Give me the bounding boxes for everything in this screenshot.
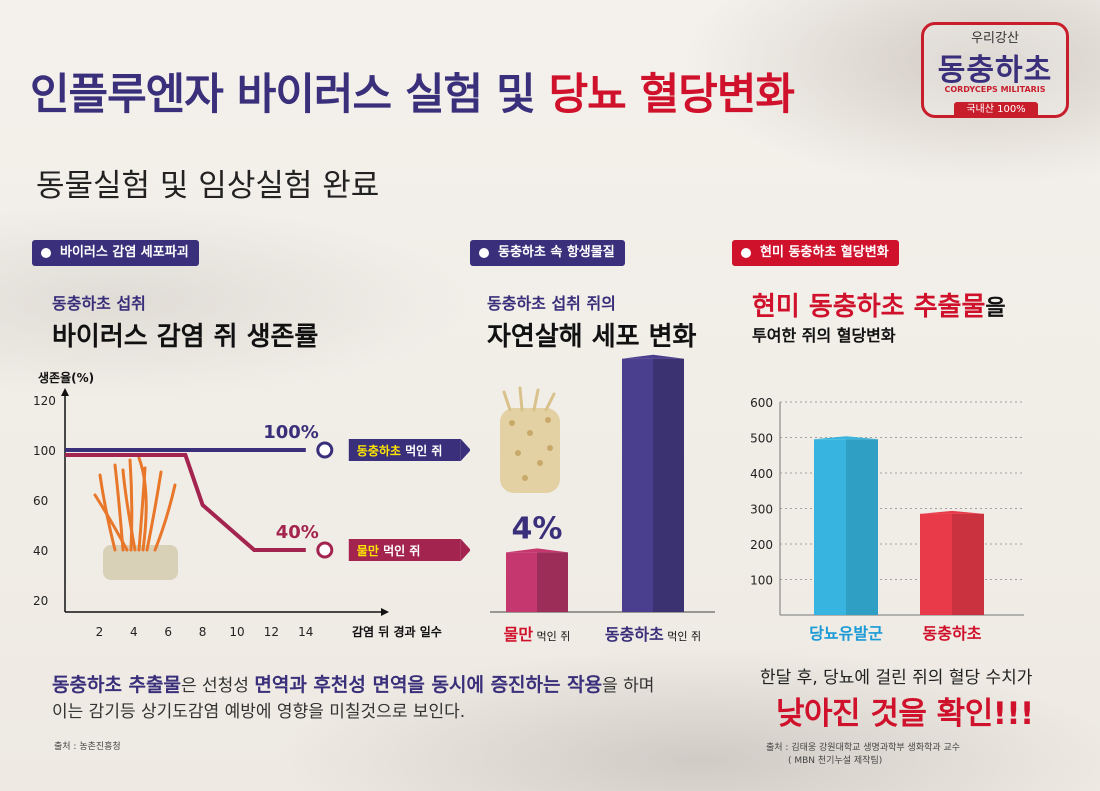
y-tick-label: 100 (33, 444, 56, 458)
summary-line1: 동충하초 추출물은 선청성 면역과 후천성 면역을 동시에 증진하는 작용을 하… (52, 672, 654, 699)
series-end-marker (316, 441, 334, 459)
confirm-line1: 한달 후, 당뇨에 걸린 쥐의 혈당 수치가 (760, 668, 1033, 688)
section3-tag: 현미 동충하초 혈당변화 (732, 240, 899, 266)
survival-line-chart: 20 40 60 100 120 2 4 6 8 10 12 14 100% 동충하초 먹인 쥐 40% 물… (33, 370, 470, 639)
bs-y-tick-label: 400 (750, 467, 773, 481)
brand-logo: 우리강산 동충하초 CORDYCEPS MILITARIS 국내산 100% (921, 22, 1069, 118)
section2-tag: 동충하초 속 항생물질 (470, 240, 625, 266)
source-right-1: 출처 : 김태웅 강원대학교 생명과학부 생화학과 교수 (766, 743, 961, 753)
bs-bar-category: 동충하초 (923, 624, 982, 643)
line-chart-ticks: 20 40 60 100 120 2 4 6 8 10 12 14 (33, 394, 313, 639)
page-subtitle: 동물실험 및 임상실험 완료 (36, 168, 380, 204)
logo-badge: 국내산 100% (954, 102, 1038, 118)
nk-bar-shade (653, 354, 684, 612)
section2-title: 자연살해 세포 변화 (487, 322, 697, 352)
page-title: 인플루엔자 바이러스 실험 및 당뇨 혈당변화 (30, 60, 795, 122)
summary-plain1: 은 선청성 (180, 676, 255, 696)
y-axis-arrow (61, 388, 69, 396)
nk-bar (622, 358, 684, 612)
blood-sugar-bars: 당뇨유발군 동충하초 (809, 436, 984, 643)
x-tick-label: 4 (130, 625, 138, 639)
series-end-label: 40% (276, 522, 319, 543)
bs-y-tick-label: 300 (750, 503, 773, 517)
title-part2-highlight: 당뇨 혈당변화 (548, 70, 795, 120)
nk-bar-category: 동충하초 먹인 쥐 (605, 625, 701, 644)
series-end-marker (316, 541, 334, 559)
cordyceps-block-illustration (500, 386, 560, 493)
nk-bar (506, 552, 568, 612)
series-legend-box (348, 439, 461, 461)
logo-top-text: 우리강산 (971, 31, 1019, 46)
bs-bar (920, 513, 984, 615)
bs-y-tick-label: 500 (750, 432, 773, 446)
x-tick-label: 8 (199, 625, 207, 639)
summary-text: 동충하초 추출물은 선청성 면역과 후천성 면역을 동시에 증진하는 작용을 하… (52, 672, 654, 725)
bs-bar-top (814, 436, 878, 440)
bs-bar-shade (952, 510, 984, 615)
summary-line2: 이는 감기등 상기도감염 예방에 영향을 미칠것으로 보인다. (52, 702, 466, 722)
blood-sugar-bar-chart: 100 200 300 400 500 600 당뇨유발군 동충하초 (750, 396, 1024, 643)
nk-cell-bar-chart: 4% 물만 먹인 쥐 17% 동충하초 먹인 쥐 (490, 350, 715, 644)
y-tick-label: 120 (33, 394, 56, 408)
bs-bar (814, 439, 878, 615)
series-legend-label: 물만 먹인 쥐 (357, 543, 421, 558)
nk-chart-bars: 4% 물만 먹인 쥐 17% 동충하초 먹인 쥐 (504, 350, 702, 644)
nk-bar-shade (537, 548, 568, 612)
series-end-label: 100% (263, 422, 319, 443)
summary-em1: 동충하초 추출물 (52, 674, 181, 696)
x-tick-label: 10 (229, 625, 244, 639)
logo-main-text: 동충하초 (937, 53, 1053, 88)
summary-em2: 면역과 후천성 면역을 동시에 증진하는 작용 (254, 674, 603, 696)
y-tick-label: 60 (33, 494, 48, 508)
x-tick-label: 6 (164, 625, 172, 639)
logo-english-text: CORDYCEPS MILITARIS (944, 85, 1046, 94)
nk-bar-value: 17% (612, 350, 693, 354)
bs-y-tick-label: 200 (750, 538, 773, 552)
series-legend-arrow (460, 539, 470, 561)
bs-y-tick-label: 600 (750, 396, 773, 410)
section3-title-red: 현미 동충하초 추출물 (752, 292, 986, 322)
bs-bar-shade (846, 436, 878, 615)
nk-bar-value: 4% (512, 511, 563, 546)
x-tick-label: 14 (298, 625, 313, 639)
y-tick-label: 20 (33, 594, 48, 608)
section2-subtitle: 동충하초 섭취 쥐의 (487, 294, 616, 313)
x-tick-label: 12 (264, 625, 279, 639)
bs-bar-top (920, 510, 984, 514)
confirm-line2: 낮아진 것을 확인!!! (776, 696, 1034, 732)
nk-bar-category: 물만 먹인 쥐 (504, 625, 571, 644)
series-legend-arrow (460, 439, 470, 461)
x-axis-arrow (381, 608, 389, 616)
source-right-2: ( MBN 천기누설 제작팀) (788, 756, 883, 766)
section1-tag: 바이러스 감염 세포파괴 (32, 240, 199, 266)
series-legend-box (348, 539, 461, 561)
line-chart-ylabel: 생존율(%) (38, 370, 94, 385)
section3-title-suffix: 을 (985, 296, 1006, 321)
series-legend-label: 동충하초 먹인 쥐 (357, 443, 443, 458)
series-line (65, 453, 306, 552)
section3-title: 현미 동충하초 추출물을 (752, 286, 1006, 323)
y-tick-label: 40 (33, 544, 48, 558)
nk-bar-top (506, 548, 568, 553)
bs-y-tick-label: 100 (750, 574, 773, 588)
x-tick-label: 2 (96, 625, 104, 639)
section1-subtitle: 동충하초 섭취 (52, 294, 146, 313)
section1-title: 바이러스 감염 쥐 생존률 (52, 322, 319, 352)
line-chart-series: 100% 동충하초 먹인 쥐 40% 물만 먹인 쥐 (65, 422, 470, 561)
title-part1: 인플루엔자 바이러스 실험 및 (30, 70, 549, 120)
summary-plain2: 을 하며 (602, 676, 655, 696)
cordyceps-illustration (93, 456, 178, 580)
section3-subtitle: 투여한 쥐의 혈당변화 (752, 326, 896, 345)
source-left: 출처 : 농촌진흥청 (54, 742, 121, 752)
bs-bar-category: 당뇨유발군 (809, 624, 883, 643)
line-chart-xlabel: 감염 뒤 경과 일수 (352, 624, 442, 639)
line-chart-axes (61, 388, 389, 616)
nk-bar-top (622, 354, 684, 359)
